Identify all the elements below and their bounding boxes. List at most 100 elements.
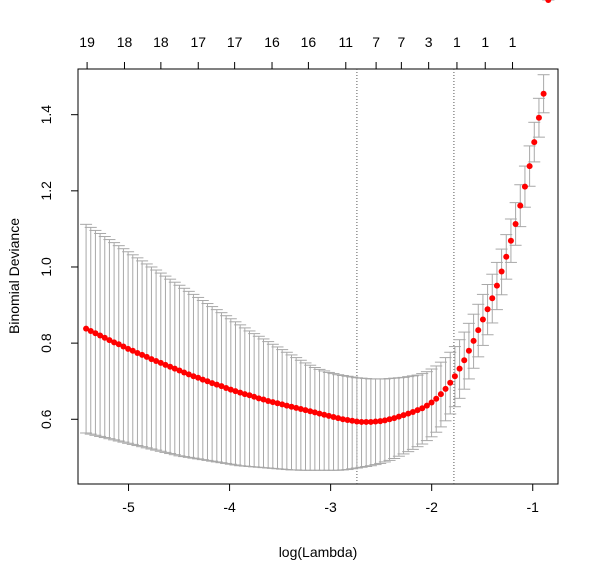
top-tick-label: 18 <box>153 34 169 50</box>
data-point <box>218 383 225 390</box>
data-point <box>400 412 407 419</box>
x-tick-label: -1 <box>527 499 540 515</box>
top-tick-label: 11 <box>339 34 354 50</box>
data-point <box>517 202 524 209</box>
data-point <box>115 341 122 348</box>
data-point <box>470 337 477 344</box>
data-point <box>125 345 132 352</box>
data-point <box>223 385 230 392</box>
data-point <box>456 365 463 372</box>
data-point <box>437 391 444 398</box>
data-point <box>484 306 491 313</box>
data-point <box>143 353 150 360</box>
data-point <box>344 417 351 424</box>
data-point <box>251 393 258 400</box>
x-tick-label: -5 <box>122 499 135 515</box>
data-point <box>363 418 370 425</box>
data-point <box>101 334 108 341</box>
data-point <box>87 327 94 334</box>
data-point <box>372 418 379 425</box>
data-point <box>134 350 141 357</box>
top-tick-label: 7 <box>372 34 380 50</box>
data-point <box>358 418 365 425</box>
data-point <box>176 367 183 374</box>
data-point <box>493 282 500 289</box>
data-point <box>148 356 155 363</box>
data-point <box>302 407 309 414</box>
data-point <box>489 295 496 302</box>
top-tick-label: 7 <box>397 34 405 50</box>
data-point <box>442 385 449 392</box>
data-point <box>535 114 542 121</box>
data-point <box>181 369 188 376</box>
data-point <box>162 361 169 368</box>
data-point <box>195 374 202 381</box>
data-points <box>83 0 552 425</box>
data-point <box>111 339 118 346</box>
data-point <box>526 163 533 170</box>
y-tick-label: 1.2 <box>38 181 54 201</box>
top-tick-label: 17 <box>190 34 206 50</box>
top-tick-label: 18 <box>117 34 133 50</box>
top-tick-label: 1 <box>453 34 461 50</box>
data-point <box>377 418 384 425</box>
y-axis: 0.6 0.8 1.0 1.2 1.4 <box>38 105 79 429</box>
data-point <box>139 351 146 358</box>
data-point <box>423 402 430 409</box>
data-point <box>395 413 402 420</box>
top-tick-label: 19 <box>79 34 95 50</box>
data-point <box>274 400 281 407</box>
data-point <box>297 405 304 412</box>
top-tick-label: 16 <box>301 34 317 50</box>
top-axis: 19 18 18 17 17 16 16 11 7 7 3 1 1 1 <box>79 34 517 69</box>
data-point <box>507 237 514 244</box>
data-point <box>269 399 276 406</box>
data-point <box>465 347 472 354</box>
data-point <box>209 380 216 387</box>
plot-frame <box>77 68 559 485</box>
data-point <box>479 316 486 323</box>
data-point <box>325 412 332 419</box>
data-point <box>167 363 174 370</box>
data-point <box>433 395 440 402</box>
data-point <box>367 418 374 425</box>
data-point <box>461 357 468 364</box>
data-point <box>246 392 253 399</box>
data-point <box>204 378 211 385</box>
data-point <box>428 399 435 406</box>
data-point <box>106 337 113 344</box>
data-point <box>260 396 267 403</box>
data-point <box>451 373 458 380</box>
data-point <box>414 407 421 414</box>
data-point <box>353 418 360 425</box>
data-point <box>265 398 272 404</box>
data-point <box>349 417 356 424</box>
data-point <box>92 330 99 337</box>
data-point <box>540 90 547 97</box>
data-point <box>545 0 552 3</box>
top-tick-label: 1 <box>481 34 489 50</box>
x-tick-label: -2 <box>425 499 438 515</box>
y-tick-label: 1.4 <box>38 105 54 125</box>
data-point <box>521 183 528 190</box>
data-point <box>199 376 206 383</box>
data-point <box>321 411 328 418</box>
data-point <box>288 403 295 410</box>
top-tick-label: 16 <box>264 34 280 50</box>
data-point <box>498 268 505 275</box>
x-axis: -5 -4 -3 -2 -1 <box>122 483 540 515</box>
data-point <box>237 389 244 396</box>
data-point <box>405 410 412 417</box>
y-tick-label: 0.8 <box>38 333 54 353</box>
data-point <box>503 253 510 260</box>
data-point <box>335 415 342 422</box>
data-point <box>311 409 318 416</box>
data-point <box>293 404 300 411</box>
data-point <box>339 416 346 423</box>
data-point <box>475 327 482 334</box>
x-axis-label: log(Lambda) <box>279 544 358 560</box>
top-tick-label: 3 <box>425 34 433 50</box>
data-point <box>129 347 136 354</box>
data-point <box>190 373 197 380</box>
data-point <box>447 379 454 386</box>
